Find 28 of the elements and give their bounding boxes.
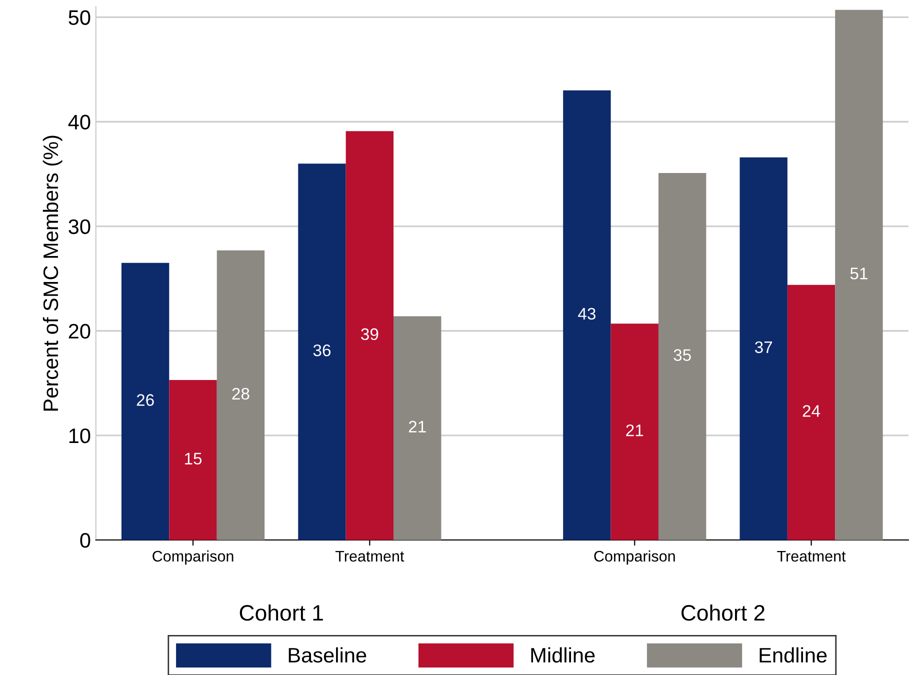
data-label: 35 <box>674 349 691 361</box>
x-tick-label: Treatment <box>777 550 846 562</box>
data-label: 21 <box>626 424 644 436</box>
data-label: 36 <box>313 344 331 356</box>
data-label: 43 <box>578 308 596 320</box>
y-tick-label: 20 <box>68 324 90 339</box>
x-tick-label: Comparison <box>594 550 675 565</box>
y-tick-label: 40 <box>68 114 90 130</box>
data-label: 28 <box>232 388 250 400</box>
data-label: 26 <box>136 394 154 406</box>
y-tick-label: 30 <box>68 219 90 234</box>
data-label: 24 <box>802 405 820 417</box>
y-tick-label: 10 <box>69 428 90 444</box>
y-tick-label: 50 <box>68 10 90 25</box>
data-label: 51 <box>850 268 868 280</box>
data-label: 15 <box>185 452 202 464</box>
legend-label: Baseline <box>288 647 366 663</box>
legend-label: Midline <box>531 647 595 663</box>
data-label: 21 <box>408 420 426 432</box>
text: Cohort 2 <box>681 604 764 621</box>
y-tick-label: 0 <box>80 533 90 548</box>
x-tick-label: Treatment <box>335 550 404 562</box>
text: Cohort 1 <box>240 604 323 621</box>
data-label: 37 <box>754 341 772 354</box>
legend-label: Endline <box>760 647 827 663</box>
data-label: 39 <box>361 328 378 340</box>
y-axis-title: Percent of SMC Members (%) <box>42 136 62 411</box>
x-tick-label: Comparison <box>152 550 234 565</box>
